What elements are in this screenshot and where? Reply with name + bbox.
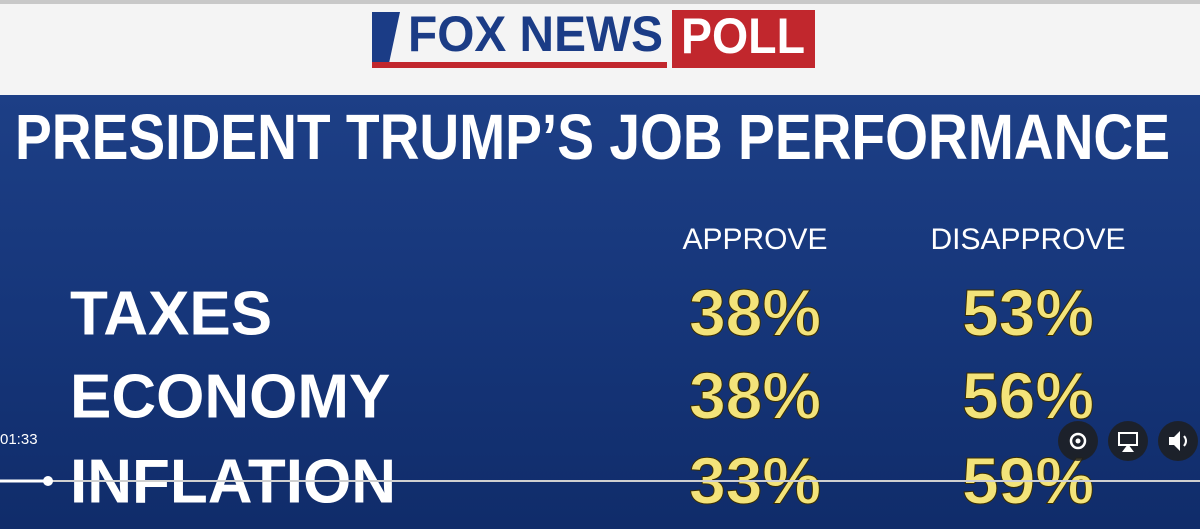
brand: FOX NEWS [408, 6, 663, 62]
column-header: DISAPPROVE [930, 223, 1125, 256]
row-label: ECONOMY [70, 362, 390, 431]
airplay-button[interactable] [1108, 421, 1148, 461]
logo: FOX NEWS POLL [372, 6, 815, 68]
logo-mark [372, 12, 400, 68]
row-label: TAXES [70, 279, 272, 348]
poll-panel [0, 95, 1200, 529]
settings-button[interactable] [1058, 421, 1098, 461]
cell-value: 53% [962, 275, 1094, 349]
player-controls: 01:33 [0, 421, 1200, 486]
progress-handle[interactable] [43, 476, 53, 486]
badge-box [672, 10, 815, 68]
cell-value: 38% [689, 275, 821, 349]
logo-stripe [372, 62, 667, 68]
cell-value: 56% [962, 358, 1094, 432]
column-header: APPROVE [682, 223, 827, 256]
title: PRESIDENT TRUMP’S JOB PERFORMANCE [15, 101, 1170, 173]
badge: POLL [681, 8, 805, 64]
time: 01:33 [0, 431, 38, 448]
volume-button[interactable] [1158, 421, 1198, 461]
top-border [0, 0, 1200, 4]
cell-value: 38% [689, 358, 821, 432]
